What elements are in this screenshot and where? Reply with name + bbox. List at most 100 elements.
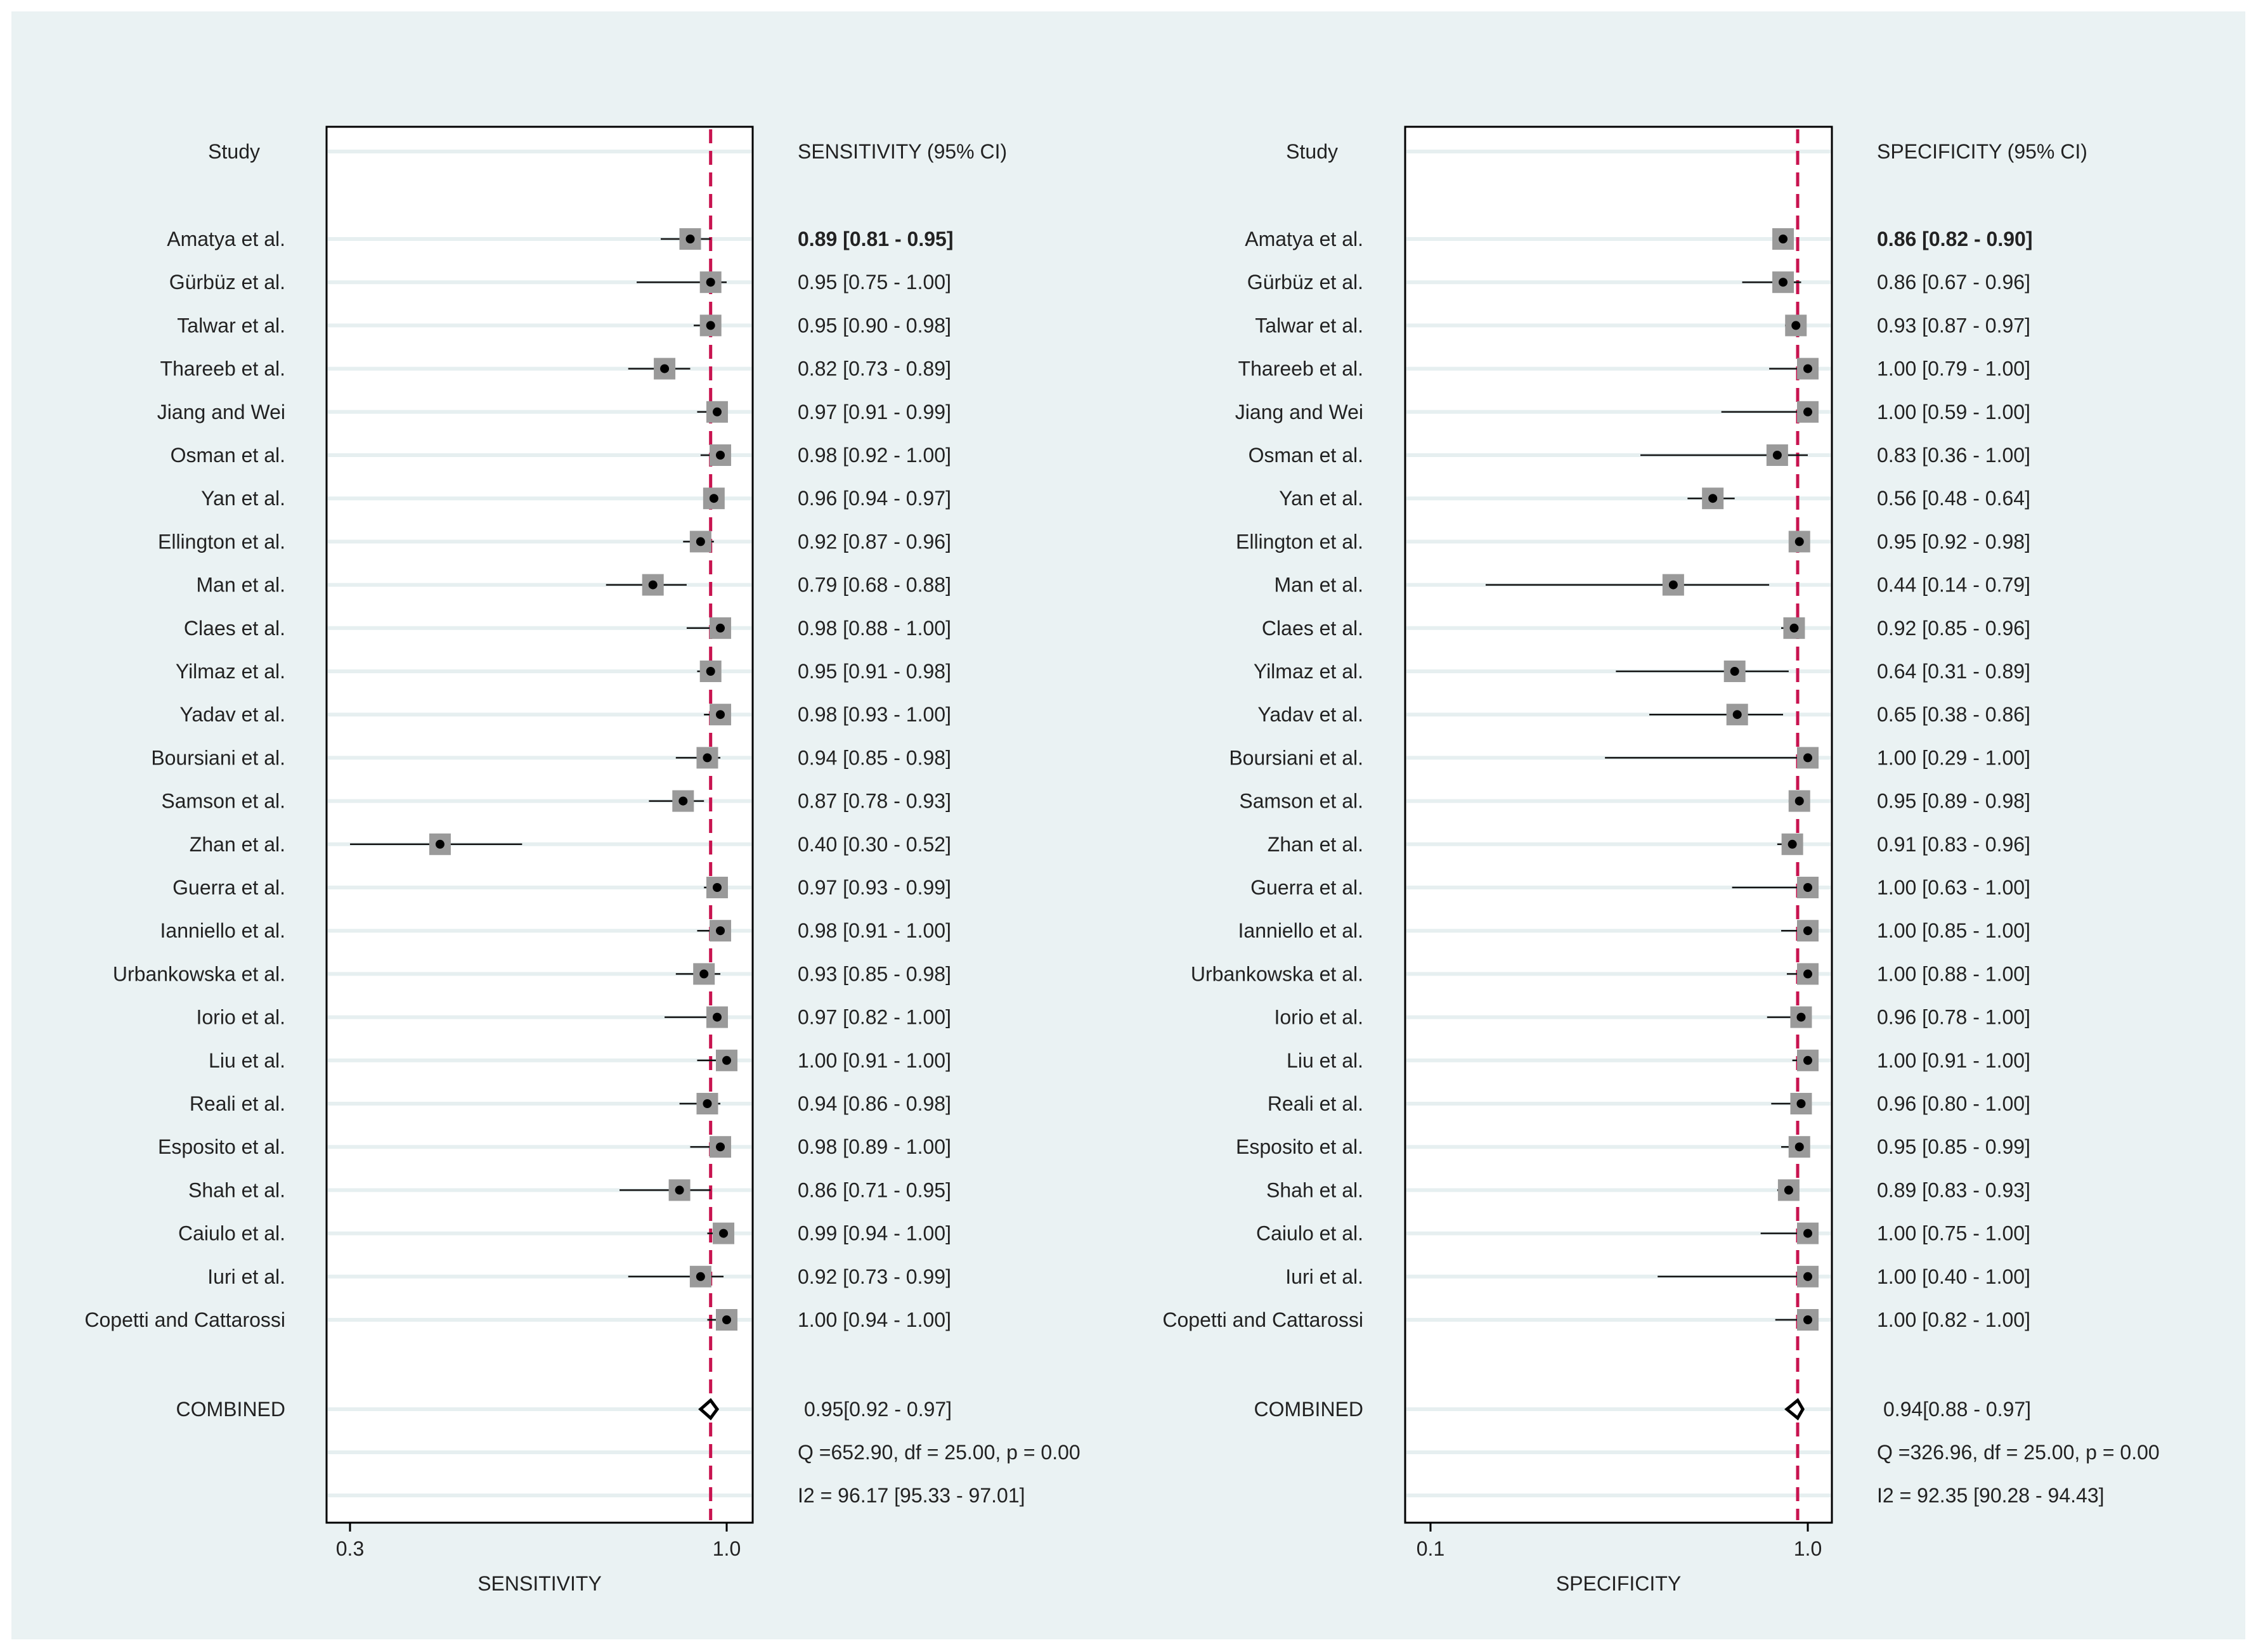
study-name: Yan et al. bbox=[1279, 487, 1363, 510]
combined-diamond bbox=[698, 1398, 720, 1421]
estimate-label: 1.00 [0.85 - 1.00] bbox=[1877, 919, 2030, 942]
point-estimate bbox=[716, 451, 725, 460]
point-estimate bbox=[1803, 883, 1812, 892]
heterogeneity-stat: I2 = 92.35 [90.28 - 94.43] bbox=[1877, 1484, 2105, 1507]
estimate-label: 0.82 [0.73 - 0.89] bbox=[798, 358, 951, 380]
estimate-label: 0.94 [0.85 - 0.98] bbox=[798, 746, 951, 769]
study-name: Boursiani et al. bbox=[151, 746, 285, 769]
point-estimate bbox=[1730, 667, 1739, 676]
combined-diamond bbox=[1784, 1398, 1805, 1421]
point-estimate bbox=[1803, 1055, 1812, 1065]
estimate-label: 0.93 [0.87 - 0.97] bbox=[1877, 314, 2030, 337]
point-estimate bbox=[719, 1229, 729, 1238]
point-estimate bbox=[712, 407, 722, 416]
point-estimate bbox=[1668, 580, 1678, 590]
point-estimate bbox=[722, 1315, 731, 1324]
study-name: Yilmaz et al. bbox=[1254, 660, 1363, 683]
study-name: Man et al. bbox=[196, 574, 285, 597]
point-estimate bbox=[703, 1099, 712, 1108]
study-name: Urbankowska et al. bbox=[113, 962, 285, 985]
point-estimate bbox=[1794, 796, 1804, 806]
point-estimate bbox=[712, 883, 722, 892]
point-estimate bbox=[1794, 537, 1804, 546]
point-estimate bbox=[703, 753, 712, 763]
estimate-label: 0.89 [0.81 - 0.95] bbox=[798, 228, 953, 250]
combined-label: COMBINED bbox=[1254, 1398, 1363, 1421]
study-name: Liu et al. bbox=[1287, 1049, 1363, 1072]
estimate-label: 0.95 [0.85 - 0.99] bbox=[1877, 1135, 2030, 1158]
point-estimate bbox=[716, 710, 725, 720]
point-estimate bbox=[1803, 407, 1812, 416]
point-estimate bbox=[716, 623, 725, 633]
point-estimate bbox=[678, 796, 688, 806]
plot-area-1 bbox=[1404, 126, 1833, 1524]
estimate-label: 1.00 [0.40 - 1.00] bbox=[1877, 1265, 2030, 1288]
point-estimate bbox=[1794, 1142, 1804, 1152]
study-name: Talwar et al. bbox=[1255, 314, 1363, 337]
estimate-label: 0.79 [0.68 - 0.88] bbox=[798, 574, 951, 597]
estimate-label: 1.00 [0.63 - 1.00] bbox=[1877, 876, 2030, 899]
estimate-label: 0.40 [0.30 - 0.52] bbox=[798, 833, 951, 856]
study-name: Copetti and Cattarossi bbox=[1162, 1308, 1363, 1331]
estimate-label: 0.89 [0.83 - 0.93] bbox=[1877, 1178, 2030, 1201]
point-estimate bbox=[696, 537, 705, 546]
estimate-label: 0.95 [0.75 - 1.00] bbox=[798, 271, 951, 294]
study-name: Guerra et al. bbox=[172, 876, 285, 899]
study-name: Zhan et al. bbox=[1268, 833, 1363, 856]
study-name: Thareeb et al. bbox=[1238, 358, 1363, 380]
heterogeneity-stat: Q =326.96, df = 25.00, p = 0.00 bbox=[1877, 1441, 2160, 1464]
point-estimate bbox=[1732, 710, 1742, 720]
point-estimate bbox=[1708, 494, 1718, 503]
estimate-label: 0.98 [0.93 - 1.00] bbox=[798, 703, 951, 726]
point-estimate bbox=[706, 278, 715, 287]
estimate-label: 0.86 [0.71 - 0.95] bbox=[798, 1178, 951, 1201]
estimate-label: 0.64 [0.31 - 0.89] bbox=[1877, 660, 2030, 683]
point-estimate bbox=[716, 926, 725, 936]
point-estimate bbox=[716, 1142, 725, 1152]
x-tick-label: 1.0 bbox=[1794, 1537, 1822, 1560]
estimate-label: 1.00 [0.82 - 1.00] bbox=[1877, 1308, 2030, 1331]
study-name: Amatya et al. bbox=[1245, 228, 1363, 250]
x-axis-label: SPECIFICITY bbox=[1556, 1572, 1681, 1595]
study-name: Ianniello et al. bbox=[160, 919, 285, 942]
estimate-label: 0.65 [0.38 - 0.86] bbox=[1877, 703, 2030, 726]
estimate-label: 0.98 [0.92 - 1.00] bbox=[798, 444, 951, 467]
point-estimate bbox=[1779, 278, 1788, 287]
study-name: Osman et al. bbox=[1249, 444, 1363, 467]
study-name: Claes et al. bbox=[1262, 617, 1363, 640]
point-estimate bbox=[712, 1012, 722, 1022]
estimate-label: 0.91 [0.83 - 0.96] bbox=[1877, 833, 2030, 856]
estimate-label: 0.93 [0.85 - 0.98] bbox=[798, 962, 951, 985]
point-estimate bbox=[706, 321, 715, 330]
study-name: Guerra et al. bbox=[1250, 876, 1363, 899]
study-name: Ellington et al. bbox=[1236, 530, 1363, 553]
point-estimate bbox=[1803, 364, 1812, 373]
study-name: Reali et al. bbox=[190, 1092, 285, 1115]
estimate-label: 1.00 [0.29 - 1.00] bbox=[1877, 746, 2030, 769]
study-name: Gürbüz et al. bbox=[1247, 271, 1363, 294]
study-name: Samson et al. bbox=[1239, 790, 1363, 813]
estimate-label: 1.00 [0.75 - 1.00] bbox=[1877, 1222, 2030, 1245]
x-axis-label: SENSITIVITY bbox=[477, 1572, 602, 1595]
study-name: Jiang and Wei bbox=[1235, 401, 1363, 423]
point-estimate bbox=[435, 839, 444, 849]
estimate-label: 0.96 [0.80 - 1.00] bbox=[1877, 1092, 2030, 1115]
estimate-label: 0.92 [0.73 - 0.99] bbox=[798, 1265, 951, 1288]
heterogeneity-stat: I2 = 96.17 [95.33 - 97.01] bbox=[798, 1484, 1025, 1507]
point-estimate bbox=[1788, 839, 1797, 849]
estimate-label: 0.56 [0.48 - 0.64] bbox=[1877, 487, 2030, 510]
point-estimate bbox=[706, 667, 715, 676]
study-name: Liu et al. bbox=[209, 1049, 285, 1072]
point-estimate bbox=[1791, 321, 1801, 330]
study-name: Shah et al. bbox=[1266, 1178, 1363, 1201]
x-tick-label: 0.3 bbox=[336, 1537, 364, 1560]
combined-estimate: 0.94[0.88 - 0.97] bbox=[1883, 1398, 2031, 1421]
estimate-label: 0.92 [0.85 - 0.96] bbox=[1877, 617, 2030, 640]
study-name: Urbankowska et al. bbox=[1191, 962, 1363, 985]
estimate-label: 0.97 [0.82 - 1.00] bbox=[798, 1006, 951, 1029]
estimate-label: 0.97 [0.93 - 0.99] bbox=[798, 876, 951, 899]
plot-area-0 bbox=[325, 126, 754, 1524]
estimate-label: 0.98 [0.91 - 1.00] bbox=[798, 919, 951, 942]
study-name: Yadav et al. bbox=[1257, 703, 1363, 726]
point-estimate bbox=[1803, 969, 1812, 979]
